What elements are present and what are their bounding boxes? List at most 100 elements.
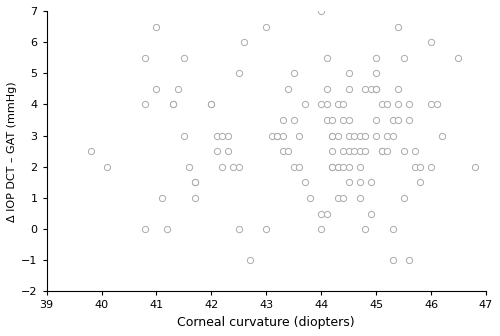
Point <box>284 86 292 91</box>
Point <box>427 164 435 169</box>
Point <box>350 149 358 154</box>
Point <box>356 195 364 201</box>
Point <box>334 133 342 138</box>
Point <box>383 149 391 154</box>
Point <box>180 133 188 138</box>
Point <box>361 86 369 91</box>
Point <box>191 180 199 185</box>
Point <box>416 180 424 185</box>
Point <box>262 226 270 232</box>
Point <box>213 149 221 154</box>
Point <box>410 149 418 154</box>
Point <box>334 102 342 107</box>
Point <box>290 164 298 169</box>
Point <box>356 164 364 169</box>
Point <box>405 117 413 123</box>
Point <box>279 133 287 138</box>
Point <box>400 55 407 60</box>
Point <box>174 86 182 91</box>
Point <box>284 149 292 154</box>
Point <box>213 133 221 138</box>
Point <box>279 149 287 154</box>
Point <box>191 180 199 185</box>
Point <box>394 102 402 107</box>
Point <box>300 180 308 185</box>
Point <box>366 211 374 216</box>
Point <box>328 164 336 169</box>
Point <box>274 133 281 138</box>
Point <box>328 133 336 138</box>
Point <box>158 195 166 201</box>
Point <box>317 102 325 107</box>
Point <box>383 133 391 138</box>
Point <box>262 24 270 29</box>
Point <box>454 55 462 60</box>
Point <box>394 24 402 29</box>
Point <box>322 211 330 216</box>
Point <box>295 164 303 169</box>
Point <box>235 164 243 169</box>
Point <box>344 71 352 76</box>
Point <box>344 164 352 169</box>
Point <box>388 258 396 263</box>
Point <box>438 133 446 138</box>
Point <box>322 102 330 107</box>
Point <box>410 164 418 169</box>
Point <box>317 8 325 14</box>
Point <box>295 133 303 138</box>
Point <box>103 164 111 169</box>
Point <box>388 117 396 123</box>
Point <box>328 117 336 123</box>
Point <box>427 102 435 107</box>
Point <box>344 133 352 138</box>
Point <box>383 102 391 107</box>
Point <box>388 133 396 138</box>
Point <box>400 149 407 154</box>
Point <box>416 164 424 169</box>
Point <box>317 226 325 232</box>
Point <box>372 133 380 138</box>
Point <box>356 149 364 154</box>
Point <box>372 117 380 123</box>
Point <box>169 102 177 107</box>
Point <box>344 86 352 91</box>
Point <box>86 149 94 154</box>
Point <box>400 195 407 201</box>
Point <box>322 86 330 91</box>
Point <box>218 164 226 169</box>
Point <box>372 71 380 76</box>
Point <box>208 102 216 107</box>
Point <box>405 258 413 263</box>
Point <box>356 180 364 185</box>
Point <box>274 133 281 138</box>
Point <box>246 258 254 263</box>
Point <box>339 195 347 201</box>
Point <box>394 86 402 91</box>
Point <box>361 149 369 154</box>
Point <box>317 211 325 216</box>
Point <box>142 55 150 60</box>
Point <box>328 164 336 169</box>
Point <box>191 195 199 201</box>
Point <box>306 195 314 201</box>
Point <box>169 102 177 107</box>
Point <box>290 117 298 123</box>
Point <box>334 195 342 201</box>
Point <box>186 164 194 169</box>
Point <box>334 164 342 169</box>
Point <box>235 71 243 76</box>
Point <box>372 55 380 60</box>
Point <box>328 133 336 138</box>
Point <box>344 117 352 123</box>
Point <box>432 102 440 107</box>
Point <box>268 133 276 138</box>
Point <box>290 71 298 76</box>
Point <box>339 149 347 154</box>
Point <box>344 149 352 154</box>
Point <box>300 102 308 107</box>
Point <box>142 226 150 232</box>
Point <box>235 226 243 232</box>
Point <box>322 55 330 60</box>
Point <box>230 164 237 169</box>
Point <box>366 180 374 185</box>
